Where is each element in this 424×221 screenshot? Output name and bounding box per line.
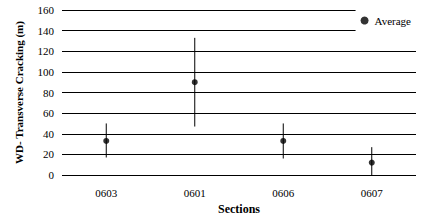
svg-text:160: 160	[38, 4, 55, 16]
svg-text:0603: 0603	[95, 187, 118, 199]
svg-text:0607: 0607	[361, 187, 384, 199]
svg-text:20: 20	[43, 148, 55, 160]
svg-text:0601: 0601	[184, 187, 206, 199]
svg-text:140: 140	[38, 25, 55, 37]
svg-text:100: 100	[38, 66, 55, 78]
svg-text:WD- Transverse Cracking (m): WD- Transverse Cracking (m)	[13, 21, 26, 164]
svg-text:120: 120	[38, 45, 55, 57]
svg-text:60: 60	[43, 107, 55, 119]
svg-text:Average: Average	[375, 15, 412, 27]
svg-text:80: 80	[43, 87, 55, 99]
svg-text:0: 0	[49, 169, 55, 181]
svg-text:40: 40	[43, 128, 55, 140]
svg-text:Sections: Sections	[218, 202, 260, 216]
svg-text:0606: 0606	[272, 187, 295, 199]
